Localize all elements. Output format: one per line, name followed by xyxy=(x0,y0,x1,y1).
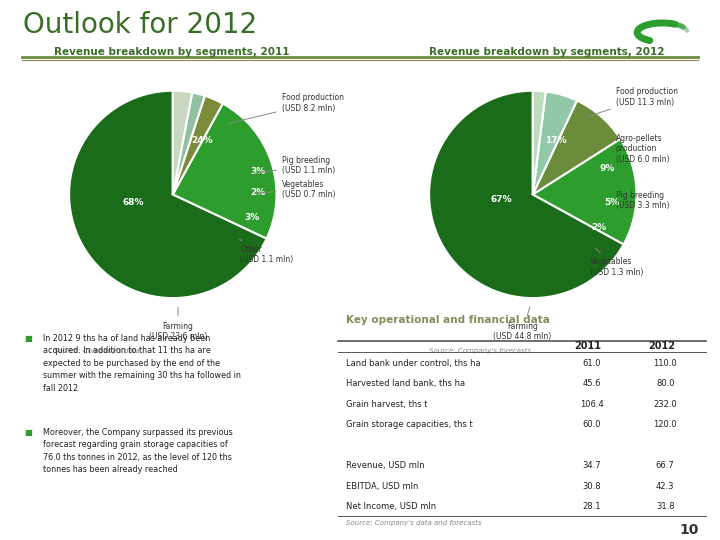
Text: 232.0: 232.0 xyxy=(653,400,677,409)
Text: Revenue breakdown by segments, 2011: Revenue breakdown by segments, 2011 xyxy=(53,47,289,57)
Wedge shape xyxy=(533,91,546,194)
Text: 110.0: 110.0 xyxy=(653,359,677,368)
Text: EBITDA, USD mln: EBITDA, USD mln xyxy=(346,482,418,491)
Text: Moreover, the Company surpassed its previous
forecast regarding grain storage ca: Moreover, the Company surpassed its prev… xyxy=(43,428,233,475)
Text: 24%: 24% xyxy=(191,136,212,145)
Wedge shape xyxy=(173,104,276,239)
Text: Vegetables
(USD 0.7 mln): Vegetables (USD 0.7 mln) xyxy=(254,179,336,199)
Text: Land bank under control, ths ha: Land bank under control, ths ha xyxy=(346,359,480,368)
Text: ■: ■ xyxy=(24,428,32,437)
Text: Revenue breakdown by segments, 2012: Revenue breakdown by segments, 2012 xyxy=(429,47,665,57)
Wedge shape xyxy=(69,91,266,298)
Text: Key operational and financial data: Key operational and financial data xyxy=(346,315,549,326)
Text: 42.3: 42.3 xyxy=(656,482,675,491)
Text: Food production
(USD 11.3 mln): Food production (USD 11.3 mln) xyxy=(588,87,678,117)
Text: Food production
(USD 8.2 mln): Food production (USD 8.2 mln) xyxy=(230,93,343,123)
Text: Pig breeding
(USD 3.3 mln): Pig breeding (USD 3.3 mln) xyxy=(611,191,670,210)
Text: 61.0: 61.0 xyxy=(582,359,601,368)
Text: 60.0: 60.0 xyxy=(582,420,601,429)
Wedge shape xyxy=(173,91,192,194)
Wedge shape xyxy=(533,100,621,194)
Wedge shape xyxy=(533,139,636,244)
Text: 9%: 9% xyxy=(600,164,615,173)
Text: 68%: 68% xyxy=(122,198,144,207)
Text: Grain storage capacities, ths t: Grain storage capacities, ths t xyxy=(346,420,472,429)
Wedge shape xyxy=(429,91,624,298)
Text: Outlook for 2012: Outlook for 2012 xyxy=(23,11,257,39)
Text: Pig breeding
(USD 1.1 mln): Pig breeding (USD 1.1 mln) xyxy=(254,156,335,175)
Text: Net Income, USD mln: Net Income, USD mln xyxy=(346,502,436,511)
Text: Farming
(USD 44.8 mln): Farming (USD 44.8 mln) xyxy=(493,307,552,341)
Wedge shape xyxy=(173,92,204,194)
Text: 2%: 2% xyxy=(250,188,266,197)
Text: ■: ■ xyxy=(24,334,32,343)
Text: 10: 10 xyxy=(679,523,698,537)
Text: 120.0: 120.0 xyxy=(653,420,677,429)
Text: 31.8: 31.8 xyxy=(656,502,675,511)
Text: Source: Company's data and forecasts: Source: Company's data and forecasts xyxy=(346,519,481,525)
Text: 28.1: 28.1 xyxy=(582,502,601,511)
Text: Source: Company's data: Source: Company's data xyxy=(53,348,139,354)
Text: 30.8: 30.8 xyxy=(582,482,601,491)
Wedge shape xyxy=(533,92,577,194)
Text: Farming
(USD 23.6 mln): Farming (USD 23.6 mln) xyxy=(149,307,207,341)
Text: 2012: 2012 xyxy=(648,341,675,352)
Wedge shape xyxy=(173,96,222,194)
Text: 3%: 3% xyxy=(250,167,266,176)
Text: 3%: 3% xyxy=(244,213,259,222)
Text: Source: Company's forecasts: Source: Company's forecasts xyxy=(429,348,531,354)
Text: 67%: 67% xyxy=(491,195,513,204)
Text: 17%: 17% xyxy=(545,136,567,145)
Text: 5%: 5% xyxy=(604,198,619,207)
Text: 45.6: 45.6 xyxy=(582,379,601,388)
Text: Harvested land bank, ths ha: Harvested land bank, ths ha xyxy=(346,379,465,388)
Text: Revenue, USD mln: Revenue, USD mln xyxy=(346,461,424,470)
Text: Grain harvest, ths t: Grain harvest, ths t xyxy=(346,400,427,409)
Text: Vegetables
(USD 1.3 mln): Vegetables (USD 1.3 mln) xyxy=(590,248,643,276)
Text: 2011: 2011 xyxy=(575,341,602,352)
Text: 80.0: 80.0 xyxy=(656,379,675,388)
Text: 2%: 2% xyxy=(592,223,607,232)
Text: 66.7: 66.7 xyxy=(656,461,675,470)
Text: 106.4: 106.4 xyxy=(580,400,603,409)
Text: Agro-pellets
production
(USD 6.0 mln): Agro-pellets production (USD 6.0 mln) xyxy=(611,134,670,165)
Text: In 2012 9 ths ha of land has already been
acquired. In addition to that 11 ths h: In 2012 9 ths ha of land has already bee… xyxy=(43,334,240,393)
Text: Other
(USD 1.1 mln): Other (USD 1.1 mln) xyxy=(240,239,294,264)
Text: 34.7: 34.7 xyxy=(582,461,601,470)
